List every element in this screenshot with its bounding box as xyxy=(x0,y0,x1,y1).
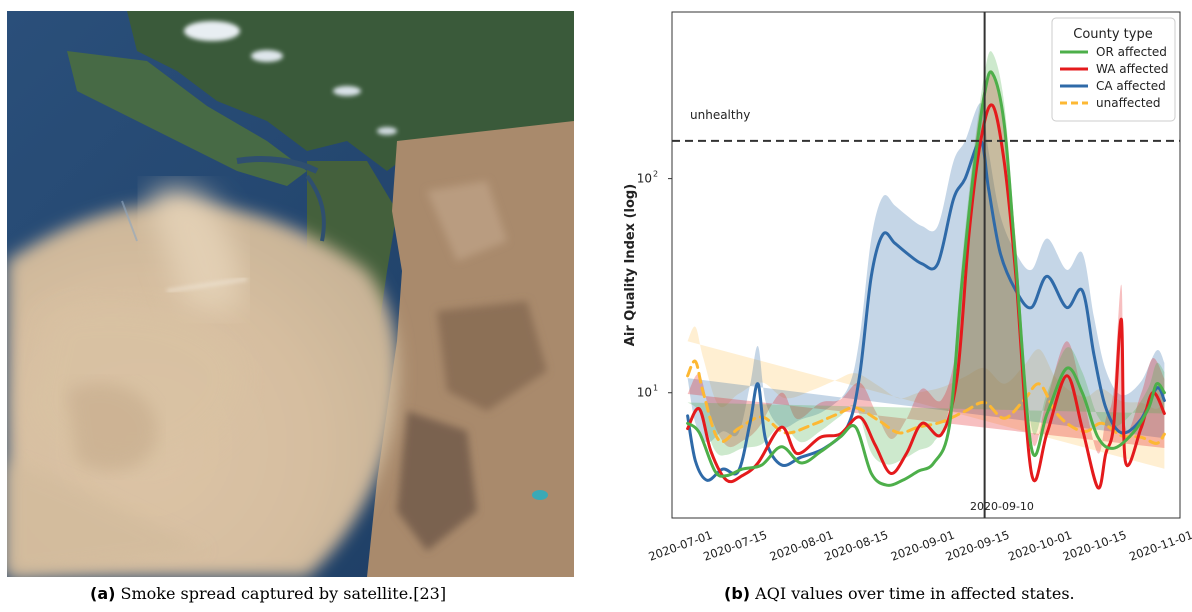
caption-b-label: (b) xyxy=(724,584,751,603)
legend-label-wa-affected: WA affected xyxy=(1096,62,1169,76)
dry-land xyxy=(367,121,574,577)
band-or-affected xyxy=(687,51,1165,465)
legend-items: OR affected WA affected CA affected unaffec… xyxy=(1060,45,1169,110)
x-tick-label: 2020-09-15 xyxy=(944,528,1012,564)
snow-caps xyxy=(184,21,397,135)
x-tick-label: 2020-07-15 xyxy=(701,528,769,564)
reference-lines xyxy=(672,12,1180,518)
smoke-plume xyxy=(7,188,399,577)
line-unaffected xyxy=(686,359,1166,445)
line-wa-affected xyxy=(686,103,1166,490)
legend-label-or-affected: OR affected xyxy=(1096,45,1167,59)
y-axis-label: Air Quality Index (log) xyxy=(623,184,638,346)
legend: County type OR affected WA affected CA aff… xyxy=(1051,17,1176,122)
line-ca-affected xyxy=(686,139,1166,482)
x-tick-label: 2020-11-01 xyxy=(1127,528,1192,564)
caption-b: (b) AQI values over time in affected sta… xyxy=(724,584,1075,603)
legend-label-unaffected: unaffected xyxy=(1096,96,1161,110)
caption-a-label: (a) xyxy=(90,584,116,603)
caption-a: (a) Smoke spread captured by satellite.[… xyxy=(90,584,446,603)
x-tick-label: 2020-08-15 xyxy=(822,528,890,564)
y-tick-exponent: 2 xyxy=(653,170,658,179)
band-ca-affected xyxy=(687,103,1165,443)
water-inlets xyxy=(236,156,548,500)
x-axis-ticks: 2020-07-012020-07-152020-08-012020-08-15… xyxy=(647,528,1192,564)
y-tick-label: 10 xyxy=(637,172,652,186)
band-unaffected xyxy=(687,326,1165,469)
y-tick-label: 10 xyxy=(637,386,652,400)
vline-label: 2020-09-10 xyxy=(970,500,1034,513)
series-lines xyxy=(686,70,1166,490)
line-or-affected xyxy=(686,70,1166,487)
confidence-bands xyxy=(687,51,1165,469)
y-tick-exponent: 1 xyxy=(653,384,658,393)
legend-label-ca-affected: CA affected xyxy=(1096,79,1166,93)
caption-a-text: Smoke spread captured by satellite.[23] xyxy=(120,584,447,603)
plot-frame xyxy=(671,11,1181,519)
band-wa-affected xyxy=(687,70,1165,454)
caption-b-text: AQI values over time in affected states. xyxy=(755,584,1075,603)
hline-label: unhealthy xyxy=(690,108,750,122)
satellite-image xyxy=(7,11,574,577)
legend-title: County type xyxy=(1073,27,1152,42)
legend-box xyxy=(1051,17,1176,122)
x-tick-label: 2020-10-15 xyxy=(1061,528,1129,564)
